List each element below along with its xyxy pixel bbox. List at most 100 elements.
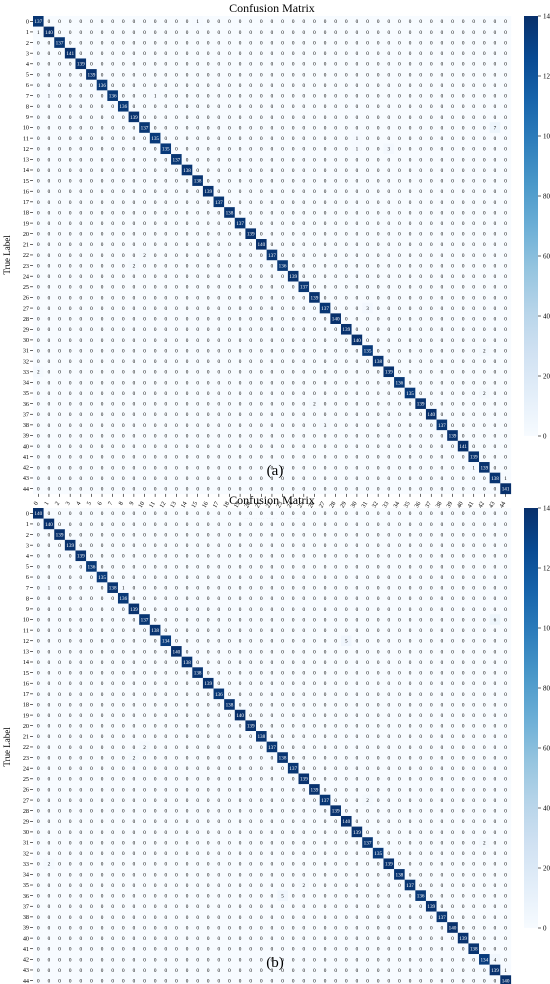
cell-value-label: 0 — [271, 189, 274, 195]
cell-value-label: 0 — [228, 412, 231, 418]
cell-value-label: 0 — [79, 30, 82, 36]
heatmap-cell — [489, 154, 501, 165]
cell-value-label: 0 — [175, 412, 178, 418]
cell-value-label: 0 — [239, 125, 242, 131]
cell-value-label: 0 — [111, 157, 114, 163]
cell-value-label: 0 — [483, 433, 486, 439]
y-tick-label: 12 — [23, 146, 29, 153]
cell-value-label: 0 — [430, 295, 433, 301]
heatmap-cell — [489, 26, 501, 38]
cell-value-label: 0 — [143, 444, 146, 450]
heatmap-cell — [362, 79, 374, 91]
heatmap-cell — [149, 79, 161, 91]
heatmap-cell — [171, 207, 182, 218]
cell-value-label: 0 — [430, 317, 433, 323]
cell-value-label: 0 — [472, 147, 475, 153]
cell-value-label: 0 — [196, 157, 199, 163]
heatmap-cell — [330, 164, 342, 176]
cell-value-label: 0 — [122, 412, 125, 418]
cell-value-label: 0 — [409, 136, 412, 142]
heatmap-cell — [171, 58, 182, 70]
cell-value-label: 0 — [292, 147, 295, 153]
cell-value-label: 0 — [451, 253, 454, 259]
cell-value-label: 0 — [271, 232, 274, 238]
heatmap-cell — [362, 143, 374, 155]
y-tick-label: 3 — [26, 50, 29, 57]
cell-value-label: 0 — [292, 380, 295, 386]
heatmap-cell — [309, 164, 320, 176]
cell-value-label: 0 — [313, 157, 316, 163]
cell-value-label: 0 — [334, 306, 337, 312]
heatmap-cell — [86, 185, 97, 197]
cell-value-label: 0 — [271, 423, 274, 429]
cell-value-label: 0 — [249, 486, 252, 492]
cell-value-label: 0 — [409, 486, 412, 492]
cell-value-label: 0 — [430, 444, 433, 450]
cell-value-label: 0 — [133, 402, 136, 408]
cell-value-label: 0 — [398, 136, 401, 142]
cell-value-label: 0 — [271, 433, 274, 439]
cell-value-label: 0 — [207, 317, 210, 323]
cell-value-label: 0 — [207, 83, 210, 89]
cell-value-label: 141 — [502, 486, 510, 492]
cell-value-label: 0 — [271, 72, 274, 78]
heatmap-cell — [107, 196, 119, 208]
cell-value-label: 0 — [122, 40, 125, 46]
heatmap-cell — [372, 196, 384, 208]
cell-value-label: 0 — [90, 455, 93, 461]
cell-value-label: 0 — [154, 306, 157, 312]
cell-value-label: 0 — [398, 476, 401, 482]
cell-value-label: 0 — [324, 391, 327, 397]
heatmap-cell — [192, 26, 204, 38]
cell-value-label: 0 — [472, 380, 475, 386]
cell-value-label: 0 — [164, 338, 167, 344]
cell-value-label: 0 — [271, 62, 274, 68]
heatmap-cell — [192, 37, 204, 49]
heatmap-cell — [75, 79, 87, 91]
x-tick-label: 17 — [211, 500, 220, 509]
heatmap-cell — [149, 143, 161, 155]
cell-value-label: 0 — [101, 327, 104, 333]
cell-value-label: 0 — [281, 295, 284, 301]
cell-value-label: 0 — [462, 327, 465, 333]
heatmap-cell — [277, 58, 289, 70]
heatmap-cell — [468, 239, 480, 250]
heatmap-cell — [340, 164, 352, 176]
heatmap-cell — [224, 207, 235, 218]
cell-value-label: 0 — [111, 51, 114, 57]
heatmap-cell — [245, 69, 257, 80]
cell-value-label: 0 — [356, 317, 359, 323]
cell-value-label: 0 — [356, 210, 359, 216]
heatmap-cell — [64, 132, 76, 144]
heatmap-cell — [128, 185, 140, 197]
heatmap-cell — [372, 79, 384, 91]
heatmap-cell — [415, 175, 427, 187]
cell-value-label: 0 — [430, 253, 433, 259]
x-tick-label: 29 — [339, 500, 348, 509]
cell-value-label: 0 — [356, 348, 359, 354]
cell-value-label: 0 — [90, 317, 93, 323]
cell-value-label: 0 — [143, 338, 146, 344]
heatmap-cell — [117, 47, 129, 59]
heatmap-cell — [404, 185, 416, 197]
heatmap-cell — [457, 196, 469, 208]
heatmap-cell — [489, 207, 501, 218]
cell-value-label: 0 — [387, 444, 390, 450]
cell-value-label: 0 — [175, 486, 178, 492]
cell-value-label: 0 — [48, 62, 51, 68]
heatmap-cell — [362, 47, 374, 59]
heatmap-cell — [75, 47, 87, 59]
cell-value-label: 0 — [186, 465, 189, 471]
cell-value-label: 0 — [356, 232, 359, 238]
heatmap-cell — [277, 217, 289, 229]
heatmap-cell — [202, 239, 214, 250]
cell-value-label: 0 — [292, 370, 295, 376]
cell-value-label: 0 — [260, 465, 263, 471]
heatmap-cell — [86, 164, 97, 176]
cell-value-label: 0 — [324, 168, 327, 174]
heatmap-cells — [33, 16, 512, 495]
heatmap-cell — [202, 175, 214, 187]
heatmap-cell — [266, 100, 278, 112]
cell-value-label: 0 — [504, 232, 507, 238]
cell-value-label: 0 — [58, 221, 61, 227]
